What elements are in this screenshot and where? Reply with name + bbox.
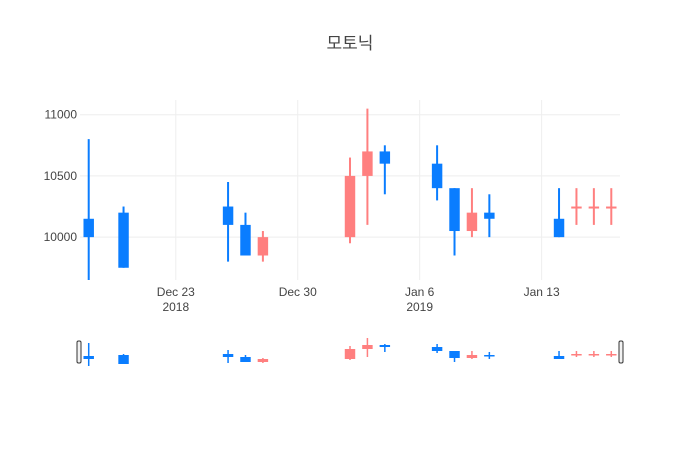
slider-candle (118, 354, 129, 364)
slider-candle-body (588, 354, 600, 356)
chart-title: 모토닉 (327, 34, 374, 54)
slider-candle-body (431, 347, 443, 351)
slider-candle-body (362, 345, 373, 349)
slider-candle (362, 338, 373, 357)
candle (431, 145, 443, 201)
slider-candle (449, 351, 460, 362)
candle (553, 188, 565, 238)
candle-body (362, 151, 373, 176)
candle (83, 139, 94, 280)
slider-candle-body (484, 355, 495, 357)
y-axis: 10000 10500 11000 (44, 108, 78, 244)
candle-body (588, 206, 600, 209)
slider-candle (571, 351, 582, 357)
slider-candle-body (222, 354, 234, 357)
range-slider-right-handle[interactable] (618, 340, 624, 364)
candle (362, 108, 373, 225)
slider-candle-body (240, 357, 251, 362)
candle (257, 231, 269, 262)
candle (379, 145, 391, 195)
candle (449, 188, 460, 256)
slider-candle (606, 351, 617, 357)
candle (588, 188, 600, 225)
candles (83, 108, 617, 280)
slider-candle-body (379, 345, 391, 347)
slider-candle (484, 352, 495, 359)
candle-body (344, 175, 356, 238)
candle-body (553, 218, 565, 238)
candle-body (222, 206, 234, 225)
slider-candle (344, 346, 356, 360)
slider-candle-body (466, 355, 478, 358)
candle-body (431, 163, 443, 189)
slider-candle-body (118, 355, 129, 364)
slider-candle (379, 344, 391, 352)
candle (466, 188, 478, 238)
slider-candle-body (606, 354, 617, 356)
slider-candle (83, 343, 94, 366)
slider-candle (240, 355, 251, 362)
x-tick-label: Jan 13 (524, 285, 560, 299)
candle (222, 182, 234, 262)
candle (118, 206, 129, 268)
candle (571, 188, 582, 225)
slider-candle-body (344, 349, 356, 359)
slider-candle-body (449, 351, 460, 358)
slider-candle (257, 358, 269, 363)
slider-candle (222, 350, 234, 363)
candle (344, 157, 356, 244)
slider-candle (431, 344, 443, 353)
slider-candle (588, 351, 600, 357)
candle-body (571, 206, 582, 209)
slider-candle (466, 351, 478, 359)
candle (240, 212, 251, 256)
slider-candle-body (553, 356, 565, 359)
candle-body (240, 224, 251, 256)
candle-body (449, 188, 460, 232)
x-tick-label: Dec 30 (279, 285, 317, 299)
range-slider-left-handle[interactable] (76, 340, 82, 364)
y-tick-label: 11000 (45, 108, 78, 122)
slider-candle-body (571, 354, 582, 356)
slider-candle-body (257, 359, 269, 362)
candle (484, 194, 495, 238)
x-tick-label: Dec 23 (157, 285, 195, 299)
x-tick-year-label: 2018 (162, 300, 189, 314)
x-tick-label: Jan 6 (405, 285, 435, 299)
slider-candle-body (83, 356, 94, 359)
y-tick-label: 10500 (44, 169, 78, 183)
candle-body (379, 151, 391, 164)
x-tick-year-label: 2019 (406, 300, 433, 314)
slider-candle (553, 351, 565, 359)
range-slider[interactable] (76, 338, 624, 366)
candle-body (484, 212, 495, 219)
candle-body (466, 212, 478, 232)
y-tick-label: 10000 (44, 230, 78, 244)
candle-body (118, 212, 129, 268)
candle-body (606, 206, 617, 209)
candle-body (83, 218, 94, 238)
candle-body (257, 237, 269, 256)
candle (606, 188, 617, 225)
